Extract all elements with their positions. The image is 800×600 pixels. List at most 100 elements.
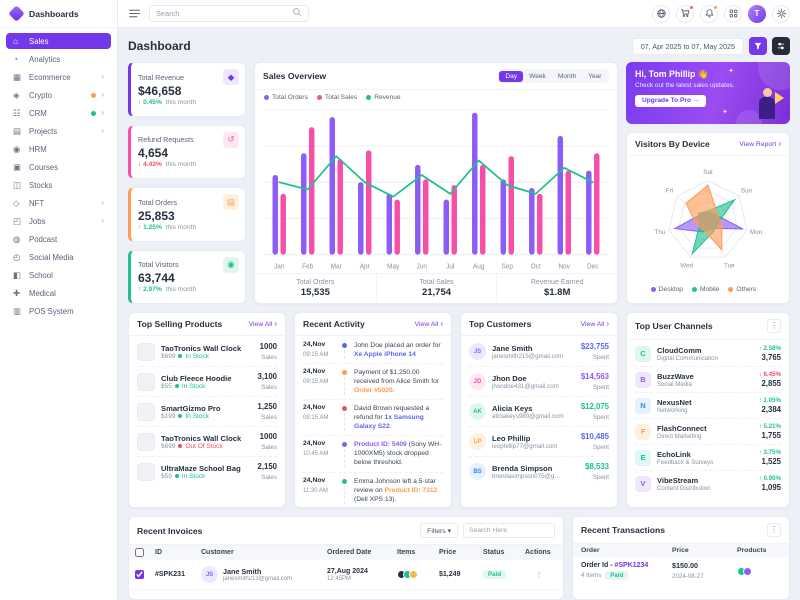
invoice-row[interactable]: #SPK231 JS Jane Smith janesmith213@gmail.…	[129, 560, 563, 590]
sidebar-item-icon: ✚	[13, 287, 21, 298]
range-tab[interactable]: Month	[552, 71, 582, 82]
activity-link[interactable]: Product ID: 7312	[384, 486, 438, 494]
row-actions-button[interactable]: ⋮	[535, 571, 543, 579]
activity-link[interactable]: Order #5020	[354, 387, 393, 395]
sidebar-item[interactable]: ◈ Crypto ›	[6, 87, 111, 103]
customer-amount: $14,563	[580, 371, 609, 381]
language-button[interactable]	[652, 4, 670, 23]
range-tab[interactable]: Year	[582, 71, 607, 82]
legend-dot	[691, 287, 697, 292]
search-box[interactable]	[149, 5, 309, 22]
search-input[interactable]	[156, 9, 288, 18]
sales-summary: Total Orders 15,535 Total Sales 21,754 R…	[255, 273, 617, 303]
sidebar-item[interactable]: ◫ Stocks	[6, 177, 111, 193]
product-sales: 1,250	[257, 401, 277, 411]
customer-row[interactable]: LP Leo Phillip leophillip77@gmail.com $10…	[469, 427, 609, 457]
brand-logo-icon	[8, 5, 25, 22]
sidebar-item[interactable]: ◍ Podcast	[6, 231, 111, 247]
sidebar-item-label: Medical	[29, 288, 56, 298]
sidebar-item[interactable]: ▣ Courses	[6, 159, 111, 175]
channel-row[interactable]: N NexusNet Networking ↑ 1.05% 2,384	[635, 393, 781, 419]
sidebar-item-label: HRM	[29, 144, 47, 154]
brand[interactable]: Dashboards	[0, 0, 117, 28]
customer-row[interactable]: BS Brenda Simpsonbrendasimpson075@gmail.…	[469, 457, 609, 486]
sidebar-item[interactable]: ◰ Jobs ›	[6, 213, 111, 229]
sidebar-item[interactable]: ▥ POS System	[6, 303, 111, 319]
row-checkbox[interactable]	[135, 570, 144, 579]
activity-link[interactable]: Xe Apple iPhone 14	[354, 351, 416, 359]
customer-row[interactable]: JS Jane Smith janesmith215@gmail.com $23,…	[469, 337, 609, 367]
customer-avatar: JS	[469, 343, 486, 360]
view-all-link[interactable]: View All ›	[248, 319, 277, 328]
invoice-search-input[interactable]	[463, 523, 555, 538]
product-row[interactable]: TaoTronics Wall Clock $699 In Stock 1000 S…	[137, 337, 277, 367]
product-row[interactable]: UltraMaze School Bag $59 In Stock 2,150 Sa…	[137, 457, 277, 486]
invoices-table: ID Customer Ordered Date Items Price Sta…	[129, 545, 563, 590]
sidebar-item[interactable]: ◇ NFT ›	[6, 195, 111, 211]
activity-link[interactable]: Product ID: 5409	[354, 441, 407, 449]
product-row[interactable]: TaoTronics Wall Clock $699 Out Of Stock 1…	[137, 427, 277, 457]
sidebar-item[interactable]: ◴ Social Media	[6, 249, 111, 265]
view-report-link[interactable]: View Report ›	[739, 139, 781, 148]
sidebar-item[interactable]: ⌂ Sales	[6, 33, 111, 49]
sidebar-item[interactable]: ◧ School	[6, 267, 111, 283]
notifications-button[interactable]	[700, 4, 718, 23]
channel-icon: E	[635, 449, 651, 466]
sidebar-item[interactable]: ☷ CRM ›	[6, 105, 111, 121]
filter-button[interactable]	[749, 37, 767, 55]
activity-dot-icon	[342, 442, 347, 448]
product-price: $55	[161, 382, 172, 390]
view-all-link[interactable]: View All ›	[580, 319, 609, 328]
sidebar: Dashboards ⌂ Sales ◔ Analytics ▦ Ecommer…	[0, 0, 118, 600]
stock-status: In Stock	[185, 352, 209, 360]
channel-desc: Direct Marketing	[657, 432, 702, 440]
sidebar-item[interactable]: ✚ Medical	[6, 285, 111, 301]
invoices-table-header: ID Customer Ordered Date Items Price Sta…	[129, 545, 563, 560]
channel-name: FlashConnect	[657, 423, 707, 433]
sidebar-item[interactable]: ▤ Projects ›	[6, 123, 111, 139]
channel-row[interactable]: V VibeStream Content Distribution ↑ 0.95%…	[635, 471, 781, 496]
channel-row[interactable]: C CloudComm Digital Communication ↑ 2.58%…	[635, 341, 781, 367]
range-tab[interactable]: Day	[499, 70, 524, 82]
channel-icon: F	[635, 423, 651, 440]
invoice-time: 12:45PM	[327, 575, 352, 582]
customer-amount: $23,755	[580, 341, 609, 351]
activity-text: Product ID: 5409 (Sony WH-1000XM5) stock…	[354, 441, 442, 467]
theme-settings-button[interactable]	[772, 37, 790, 55]
user-avatar-button[interactable]: T	[748, 4, 766, 23]
product-row[interactable]: SmartGizmo Pro $199 In Stock 1,250 Sales	[137, 397, 277, 427]
channel-value: 1,755	[761, 430, 781, 440]
channel-row[interactable]: E EchoLink Feedback & Surveys ↑ 3.75% 1,52…	[635, 445, 781, 471]
svg-text:Dec: Dec	[587, 263, 599, 270]
cart-button[interactable]	[676, 4, 694, 23]
product-row[interactable]: Club Fleece Hoodie $55 In Stock 3,100 Sale…	[137, 367, 277, 397]
select-all-checkbox[interactable]	[135, 548, 144, 557]
upgrade-button[interactable]: Upgrade To Pro →	[635, 94, 707, 107]
range-tab[interactable]: Week	[523, 71, 552, 82]
transaction-items: 4 Items	[581, 572, 602, 579]
customer-row[interactable]: AK Alicia Keys aliciakeys980@gmail.com $1…	[469, 397, 609, 427]
sidebar-item[interactable]: ▦ Ecommerce ›	[6, 69, 111, 85]
view-all-link[interactable]: View All ›	[414, 319, 443, 328]
date-range-picker[interactable]: 07, Apr 2025 to 07, May 2025	[631, 37, 744, 55]
activity-item: 24,Nov 09:15 AM John Doe placed an order …	[303, 337, 443, 365]
svg-text:May: May	[387, 263, 400, 270]
card-menu-button[interactable]: ⋮	[767, 523, 781, 537]
channel-row[interactable]: F FlashConnect Direct Marketing ↑ 5.21% 1,…	[635, 419, 781, 445]
settings-button[interactable]	[772, 4, 790, 23]
card-menu-button[interactable]: ⋮	[767, 319, 781, 333]
sidebar-item-label: CRM	[29, 108, 47, 118]
sidebar-item[interactable]: ◔ Analytics	[6, 51, 111, 67]
customer-row[interactable]: JD Jhon Doe jhondoe431@gmail.com $14,563 S…	[469, 367, 609, 397]
channel-row[interactable]: B BuzzWave Social Media ↓ 6.45% 2,855	[635, 367, 781, 393]
recent-transactions-title: Recent Transactions	[581, 525, 666, 535]
customer-name: Brenda Simpson	[492, 463, 553, 473]
transaction-row[interactable]: Order Id - #SPK1234 4 Items Paid $150.00 2…	[573, 557, 789, 585]
recent-invoices-title: Recent Invoices	[137, 525, 203, 536]
apps-button[interactable]	[724, 4, 742, 23]
menu-toggle-button[interactable]	[128, 7, 141, 20]
activity-link[interactable]: 1x Samsung Galaxy S22	[354, 414, 424, 431]
chevron-right-icon: ›	[606, 319, 609, 328]
filters-button[interactable]: Filters ▾	[420, 523, 458, 538]
sidebar-item[interactable]: ◉ HRM	[6, 141, 111, 157]
